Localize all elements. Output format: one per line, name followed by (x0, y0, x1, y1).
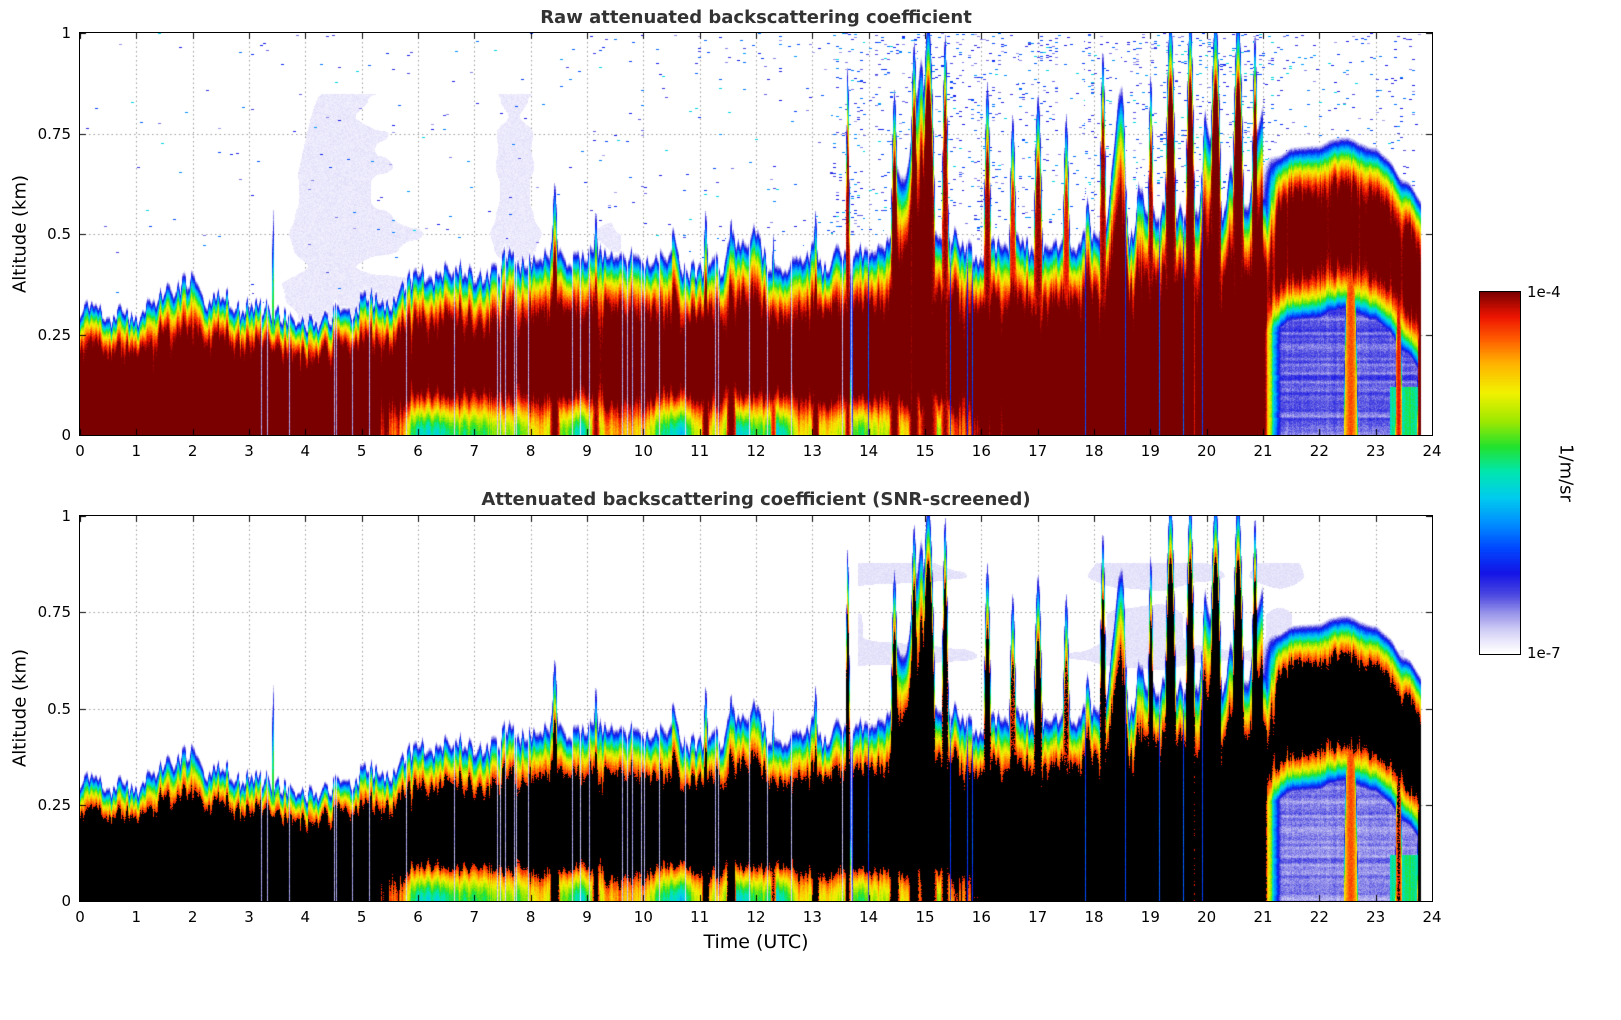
panel1-x-tick-label: 17 (1028, 442, 1048, 460)
panel1-x-tick-label: 4 (300, 442, 311, 460)
panel1-x-tick-label: 10 (633, 442, 653, 460)
panel1-x-tick-label: 23 (1366, 442, 1386, 460)
panel2-y-tick-label: 0.75 (37, 603, 71, 622)
colorbar-canvas (1480, 292, 1520, 654)
panel1-x-tick-label: 18 (1084, 442, 1104, 460)
panel2-x-tick-label: 5 (356, 908, 367, 926)
panel2-x-tick-label: 18 (1084, 908, 1104, 926)
x-axis-label: Time (UTC) (703, 931, 809, 953)
colorbar-min-label: 1e-7 (1527, 644, 1561, 662)
panel2-x-tick-label: 6 (413, 908, 423, 926)
panel1-y-tick-label: 0 (61, 426, 71, 444)
panel2-x-tick-label: 2 (187, 908, 198, 926)
panel1-x-tick-label: 16 (971, 442, 991, 460)
panel1-plot-area (79, 32, 1433, 436)
panel2-x-tick-label: 0 (75, 908, 85, 926)
panel2-x-tick-label: 21 (1253, 908, 1273, 926)
panel1-x-tick-label: 6 (413, 442, 423, 460)
panel1-x-tick-label: 21 (1253, 442, 1273, 460)
colorbar-units-label: 1/m/sr (1555, 444, 1577, 502)
panel1-x-tick-label: 0 (75, 442, 85, 460)
panel2-x-tick-label: 13 (802, 908, 822, 926)
panel2-x-tick-label: 15 (915, 908, 935, 926)
panel1-x-tick-label: 8 (525, 442, 536, 460)
panel1-x-tick-label: 22 (1309, 442, 1329, 460)
panel2-x-tick-label: 11 (690, 908, 710, 926)
panel1-y-tick-label: 1 (61, 24, 71, 42)
panel2-y-tick-label: 0.5 (47, 699, 71, 718)
panel2-y-tick-label: 0 (61, 892, 71, 910)
panel2-y-tick-label: 0.25 (37, 795, 71, 814)
panel1-x-tick-label: 5 (356, 442, 367, 460)
panel2-x-tick-label: 16 (971, 908, 991, 926)
panel2-x-tick-label: 10 (633, 908, 653, 926)
panel1-x-tick-label: 1 (131, 442, 142, 460)
panel1-x-tick-label: 12 (746, 442, 766, 460)
panel2-x-tick-label: 14 (859, 908, 879, 926)
panel2-x-tick-label: 8 (525, 908, 536, 926)
panel2-x-tick-label: 24 (1422, 908, 1442, 926)
panel2-x-tick-label: 1 (131, 908, 142, 926)
panel1-x-tick-label: 15 (915, 442, 935, 460)
panel1-x-tick-label: 19 (1140, 442, 1160, 460)
panel1-x-tick-label: 11 (690, 442, 710, 460)
panel1-y-axis-label: Altitude (km) (9, 174, 31, 294)
panel1-x-tick-label: 20 (1197, 442, 1217, 460)
panel2-x-tick-label: 3 (244, 908, 254, 926)
panel1-y-tick-label: 0.25 (37, 325, 71, 344)
panel2-plot-area (79, 515, 1433, 902)
panel2-y-tick-label: 1 (61, 507, 71, 525)
panel2-x-tick-label: 17 (1028, 908, 1048, 926)
panel1-y-tick-label: 0.5 (47, 225, 71, 243)
panel2-x-tick-label: 22 (1309, 908, 1329, 926)
panel2-y-axis-label: Altitude (km) (9, 648, 31, 768)
panel1-x-tick-label: 14 (859, 442, 879, 460)
colorbar-max-label: 1e-4 (1527, 283, 1561, 301)
panel2-x-tick-label: 7 (469, 908, 480, 926)
panel2-heatmap-canvas (80, 516, 1432, 901)
panel2-x-tick-label: 12 (746, 908, 766, 926)
panel1-y-tick-label: 0.75 (37, 124, 71, 143)
panel1-x-tick-label: 9 (582, 442, 592, 460)
panel1-title: Raw attenuated backscattering coefficien… (540, 7, 972, 28)
panel1-x-tick-label: 7 (469, 442, 480, 460)
panel1-x-tick-label: 24 (1422, 442, 1442, 460)
panel2-x-tick-label: 23 (1366, 908, 1386, 926)
panel1-heatmap-canvas (80, 33, 1432, 435)
panel2-x-tick-label: 19 (1140, 908, 1160, 926)
panel1-x-tick-label: 3 (244, 442, 254, 460)
panel2-title: Attenuated backscattering coefficient (S… (481, 489, 1031, 510)
panel2-x-tick-label: 9 (582, 908, 592, 926)
panel2-x-tick-label: 20 (1197, 908, 1217, 926)
panel1-x-tick-label: 2 (187, 442, 198, 460)
colorbar (1479, 291, 1521, 655)
panel2-x-tick-label: 4 (300, 908, 311, 926)
panel1-x-tick-label: 13 (802, 442, 822, 460)
